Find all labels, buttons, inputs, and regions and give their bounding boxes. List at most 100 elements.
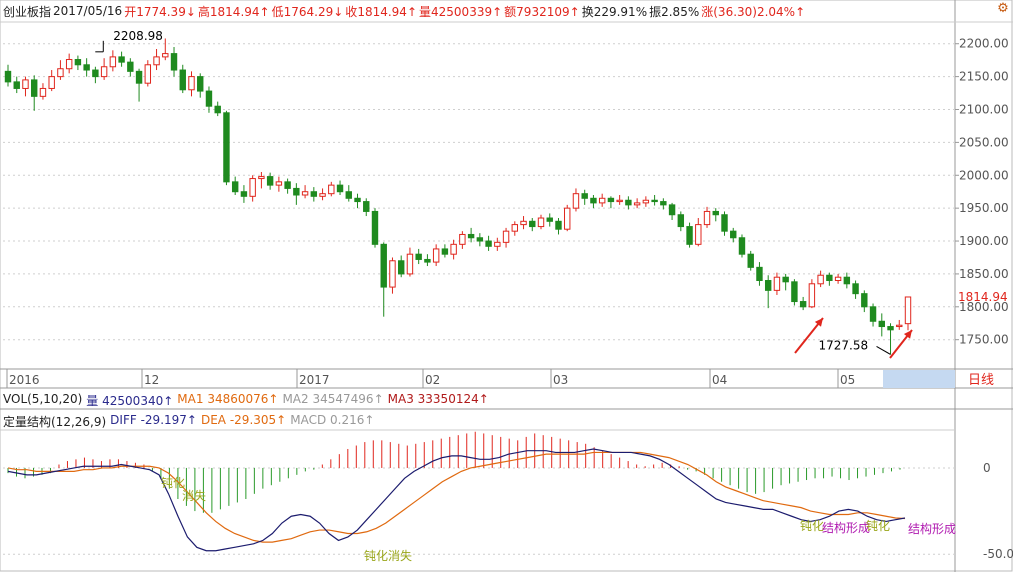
ma1-legend-name: MA1 bbox=[177, 392, 204, 406]
quote-header: 创业板指 2017/05/16 开1774.39↓ 高1814.94↑ 低176… bbox=[0, 0, 961, 22]
candle-body bbox=[354, 197, 361, 203]
candle-body bbox=[668, 204, 676, 216]
candle-body bbox=[695, 224, 702, 245]
candle-body bbox=[345, 191, 352, 199]
candle-body bbox=[485, 240, 492, 247]
candle-body bbox=[135, 70, 143, 84]
change-label: 涨 bbox=[701, 4, 714, 19]
diff-legend-arrow: ↑ bbox=[186, 413, 197, 427]
candle-body bbox=[39, 87, 47, 97]
candle-body bbox=[773, 276, 781, 291]
price-tick-label: 2150.00 bbox=[959, 70, 1009, 84]
macd-annotation: 钝化 bbox=[800, 519, 824, 533]
diff-legend-name: DIFF bbox=[110, 413, 137, 427]
candle-body bbox=[555, 220, 562, 230]
open-value: 1774.39 bbox=[136, 4, 186, 19]
candle-body bbox=[869, 306, 877, 322]
candle-body bbox=[651, 199, 658, 203]
date-x-axis[interactable]: 2016 12 2017 02 03 04 05 日线 bbox=[6, 369, 994, 388]
vol-legend-value: 42500340 bbox=[102, 394, 164, 408]
candle-body bbox=[834, 276, 842, 282]
candle-body bbox=[843, 276, 851, 285]
candle-body bbox=[406, 253, 414, 275]
price-tick-label: 1800.00 bbox=[959, 300, 1009, 314]
candle-body bbox=[328, 184, 335, 195]
macd-annotation: 钝化消失 bbox=[364, 548, 412, 563]
volume-value: 42500339 bbox=[431, 4, 493, 19]
macd-title: 定量结构(12,26,9) bbox=[3, 415, 107, 429]
ma3-legend-name: MA3 bbox=[387, 392, 414, 406]
candle-body bbox=[48, 76, 55, 89]
candle-body bbox=[118, 56, 125, 63]
macd-series bbox=[7, 431, 906, 552]
candle-body bbox=[537, 217, 545, 228]
candle-body bbox=[520, 220, 527, 226]
price-tick-label: 2050.00 bbox=[959, 135, 1009, 149]
vol-legend-name: 量 bbox=[86, 394, 99, 408]
candle-body bbox=[782, 276, 789, 283]
candle-body bbox=[13, 81, 20, 89]
candle-body bbox=[826, 274, 833, 282]
macd-legend-value: 0.216 bbox=[330, 413, 365, 427]
low-annotation: 1727.58 bbox=[819, 338, 869, 352]
candle-body bbox=[319, 193, 326, 197]
candle-body bbox=[144, 64, 152, 84]
red-arrow-1-head bbox=[814, 318, 823, 327]
price-tick-label: 1900.00 bbox=[959, 234, 1009, 248]
candle-body bbox=[249, 178, 256, 197]
candle-body bbox=[31, 79, 38, 97]
candle-body bbox=[572, 193, 580, 209]
candle-body bbox=[74, 59, 82, 66]
low-label: 低 bbox=[271, 4, 284, 19]
volume-title: VOL(5,10,20) bbox=[3, 392, 83, 406]
candle-body bbox=[127, 61, 134, 72]
ma3-legend-value: 33350124 bbox=[417, 392, 479, 406]
dea-legend-value: -29.305 bbox=[229, 413, 277, 427]
diff-legend-value: -29.197 bbox=[140, 413, 187, 427]
macd-y-axis: 0 -50.00 bbox=[983, 461, 1013, 561]
macd-annotation: 消失 bbox=[182, 488, 206, 503]
price-tick-label: 2100.00 bbox=[959, 103, 1009, 117]
candle-body bbox=[660, 201, 667, 206]
high-arrow: ↑ bbox=[259, 4, 270, 19]
price-tick-label: 1850.00 bbox=[959, 267, 1009, 281]
candle-body bbox=[852, 283, 859, 295]
candle-body bbox=[4, 70, 12, 83]
candle-body bbox=[100, 66, 108, 78]
ma2-legend-name: MA2 bbox=[282, 392, 309, 406]
candle-body bbox=[642, 199, 650, 204]
macd-tick-label: 0 bbox=[983, 461, 991, 475]
candle-body bbox=[389, 260, 396, 288]
candle-body bbox=[861, 293, 868, 308]
candle-body bbox=[450, 243, 457, 255]
candle-body bbox=[878, 320, 885, 328]
candle-body bbox=[633, 202, 641, 206]
candle-body bbox=[791, 281, 798, 303]
candle-body bbox=[310, 191, 318, 197]
dea-legend-name: DEA bbox=[200, 413, 227, 427]
candle-body bbox=[730, 230, 737, 239]
candle-body bbox=[179, 69, 186, 91]
x-tick-label: 05 bbox=[840, 373, 855, 387]
candle-body bbox=[441, 248, 449, 255]
red-arrow-2-head bbox=[903, 330, 912, 339]
gear-icon[interactable]: ⚙ bbox=[997, 1, 1009, 16]
change-value: (36.30)2.04% bbox=[713, 4, 796, 19]
candle-body bbox=[607, 197, 615, 203]
candle-body bbox=[336, 184, 344, 193]
candle-body bbox=[65, 59, 73, 70]
price-tick-label: 2000.00 bbox=[959, 168, 1009, 182]
candle-body bbox=[747, 253, 754, 268]
candle-body bbox=[808, 283, 816, 308]
amount-arrow: ↑ bbox=[569, 4, 580, 19]
volume-legend: VOL(5,10,20) 量 42500340↑ MA1 34860076↑ M… bbox=[3, 392, 489, 409]
candle-body bbox=[721, 214, 728, 232]
candle-body bbox=[616, 199, 623, 203]
candle-body bbox=[799, 301, 807, 308]
candle-body bbox=[738, 237, 746, 255]
candle-body bbox=[476, 237, 484, 242]
price-tick-label: 1950.00 bbox=[959, 201, 1009, 215]
